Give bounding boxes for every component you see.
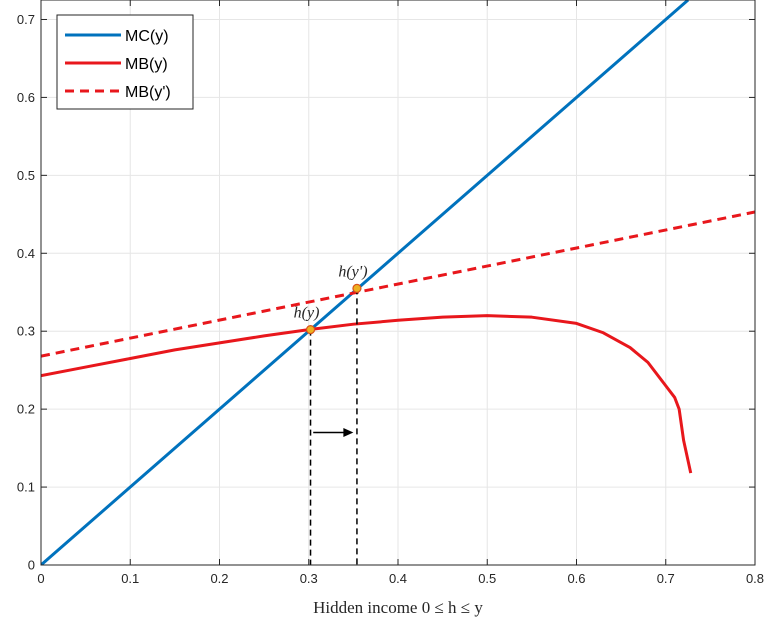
series-line-1 <box>41 314 693 474</box>
intersection-marker-0 <box>305 325 316 335</box>
x-tick-label: 0.6 <box>567 571 585 586</box>
legend-label-2: MB(y') <box>125 84 171 101</box>
y-tick-label: 0 <box>28 558 35 573</box>
x-tick-label: 0.7 <box>657 571 675 586</box>
x-tick-label: 0.2 <box>210 571 228 586</box>
grid <box>41 0 755 565</box>
series-line-0 <box>41 0 690 565</box>
x-tick-label: 0 <box>37 571 44 586</box>
y-tick-label: 0.2 <box>17 402 35 417</box>
x-tick-label: 0.3 <box>300 571 318 586</box>
y-tick-label: 0.7 <box>17 12 35 27</box>
y-tick-label: 0.6 <box>17 90 35 105</box>
y-tick-label: 0.3 <box>17 324 35 339</box>
legend-label-0: MC(y) <box>125 28 169 45</box>
ticks-layer: 0 0.1 0.2 0.3 0.4 0.5 0.6 0.7 0.8 0 0.1 0.2 0.3 0.4 0.… <box>17 0 764 586</box>
legend: MC(y) MB(y) MB(y') <box>56 14 194 110</box>
x-tick-label: 0.1 <box>121 571 139 586</box>
x-tick-label: 0.8 <box>746 571 764 586</box>
guide-layer <box>309 288 358 565</box>
marker-layer: h(y) h(y') <box>294 263 368 335</box>
y-tick-label: 0.5 <box>17 168 35 183</box>
legend-label-1: MB(y) <box>125 56 168 73</box>
y-tick-label: 0.4 <box>17 246 35 261</box>
intersection-marker-1 <box>352 283 362 293</box>
arrow-head <box>343 428 354 438</box>
y-tick-label: 0.1 <box>17 480 35 495</box>
x-tick-label: 0.4 <box>389 571 407 586</box>
series-line-2 <box>41 210 755 358</box>
series-layer <box>41 0 755 565</box>
annotation-label-1: h(y') <box>338 263 367 280</box>
x-axis-label: Hidden income 0 ≤ h ≤ y <box>313 598 483 617</box>
annotation-label-0: h(y) <box>294 305 320 322</box>
x-tick-label: 0.5 <box>478 571 496 586</box>
